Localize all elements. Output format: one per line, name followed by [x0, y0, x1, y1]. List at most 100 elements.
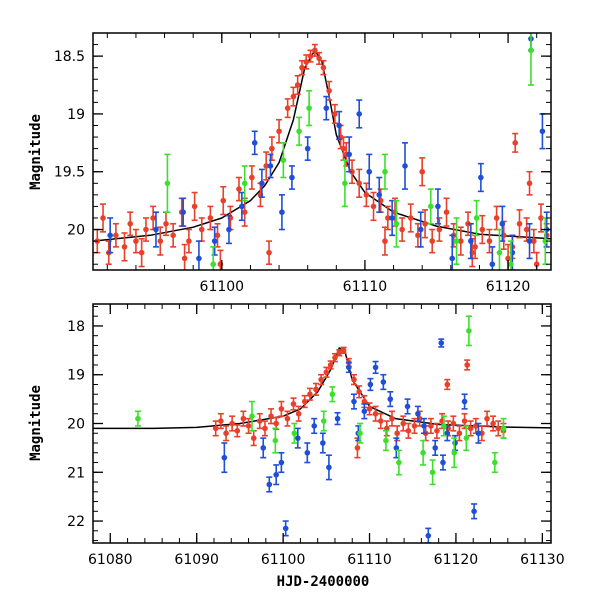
top-green-point	[241, 165, 248, 202]
top-green-point	[164, 153, 171, 213]
bot-frame	[92, 303, 552, 544]
bot-blue-point	[372, 360, 379, 375]
bot-red-point	[312, 382, 319, 397]
top-red-point	[316, 51, 323, 66]
bot-red-point	[256, 412, 263, 430]
top-blue-point	[152, 211, 159, 248]
bot-green-point	[465, 315, 472, 347]
top-axes-frame: 61100 61110 61120 18.5 19 19.5 20	[54, 32, 552, 295]
top-y-tick-label: 19	[67, 107, 85, 123]
bot-red-point	[323, 366, 330, 378]
top-blue-point	[304, 136, 311, 161]
top-red-point	[419, 157, 426, 187]
top-red-point	[248, 165, 255, 190]
bot-blue-point	[414, 405, 421, 422]
bot-green-point	[395, 449, 402, 476]
top-red-point	[331, 103, 338, 124]
bot-red-point	[278, 400, 285, 417]
bot-blue-point	[325, 454, 332, 481]
top-red-point	[516, 209, 523, 239]
top-green-point	[527, 33, 534, 86]
bottom-panel: 61080 61090 61100 61110 61120 61130 18 19 20 21 22	[67, 303, 565, 568]
bot-blue-point	[444, 425, 451, 442]
top-blue-point	[258, 168, 265, 198]
bot-red-point	[240, 410, 247, 427]
bot-red-point	[234, 424, 241, 438]
top-red-point	[142, 217, 149, 242]
top-green-point	[507, 240, 514, 270]
bot-green-point	[463, 425, 470, 452]
bot-blue-point	[380, 373, 387, 391]
top-red-point	[263, 151, 270, 181]
top-red-point	[526, 170, 533, 196]
bot-red-point	[444, 378, 451, 391]
bot-y-tick-label: 19	[67, 368, 85, 384]
bot-blue-point	[273, 464, 280, 486]
top-green-point	[393, 199, 400, 248]
top-red-point	[266, 240, 273, 266]
bottom-x-axis-title: HJD-2400000	[277, 574, 370, 590]
bot-red-point	[400, 415, 407, 432]
top-green-point	[306, 90, 313, 127]
top-x-tick-label: 61100	[200, 279, 245, 295]
bottom-axes-frame: 61080 61090 61100 61110 61120 61130 18 19 20 21 22	[67, 303, 565, 568]
top-blue-point	[288, 165, 295, 190]
top-blue-point	[449, 234, 456, 270]
bot-green-point	[382, 430, 389, 452]
bot-green-point	[491, 451, 498, 474]
bot-red-point	[490, 415, 497, 432]
top-red-point	[493, 205, 500, 231]
top-y-tick-label: 19.5	[54, 165, 85, 181]
top-red-point	[268, 136, 275, 161]
top-y-tick-label: 20	[67, 223, 85, 239]
top-red-point	[307, 49, 314, 63]
bot-red-point	[229, 415, 236, 432]
top-red-point	[121, 232, 128, 262]
top-red-point	[191, 191, 198, 222]
bot-blue-point	[334, 411, 341, 426]
bot-blue-point	[475, 422, 482, 444]
top-panel: 61100 61110 61120 18.5 19 19.5 20	[54, 32, 552, 295]
bot-red-point	[427, 417, 434, 435]
bot-blue-point	[461, 393, 468, 410]
top-blue-point	[195, 240, 202, 270]
bot-green-point	[440, 415, 447, 437]
bot-red-point	[217, 412, 224, 430]
bot-green-point	[451, 437, 458, 469]
top-red-point	[457, 226, 464, 256]
bot-red-point	[388, 410, 395, 427]
bot-red-point	[433, 422, 440, 439]
bot-red-point	[318, 373, 325, 386]
bot-red-point	[467, 420, 474, 437]
bot-plot-area	[93, 315, 551, 543]
bot-series-green	[134, 315, 507, 486]
bot-blue-point	[294, 427, 301, 449]
top-blue-point	[323, 95, 330, 121]
bot-blue-point	[393, 437, 400, 459]
bot-red-point	[273, 416, 280, 431]
bot-blue-point	[221, 442, 228, 474]
bot-red-point	[366, 402, 373, 416]
bot-red-point	[261, 420, 268, 437]
bot-y-tick-label: 22	[67, 514, 85, 530]
bot-blue-point	[361, 403, 368, 420]
bot-x-tick-label: 61110	[347, 552, 392, 568]
bot-x-tick-label: 61090	[174, 552, 219, 568]
bot-red-point	[295, 405, 302, 422]
top-red-point	[170, 222, 177, 248]
bot-blue-point	[266, 476, 273, 493]
top-blue-point	[238, 191, 245, 222]
top-green-point	[381, 153, 388, 190]
bot-x-tick-label: 61120	[434, 552, 479, 568]
top-red-point	[185, 228, 192, 254]
top-x-tick-label: 61120	[486, 279, 531, 295]
bot-red-point	[301, 394, 308, 409]
bot-x-tick-label: 61080	[88, 552, 133, 568]
bot-red-point	[372, 405, 379, 422]
top-blue-point	[278, 194, 285, 231]
top-red-point	[356, 168, 363, 198]
bot-blue-point	[439, 454, 446, 471]
top-y-tick-label: 18.5	[54, 49, 85, 65]
bot-blue-point	[345, 361, 352, 374]
top-red-point	[235, 176, 242, 202]
